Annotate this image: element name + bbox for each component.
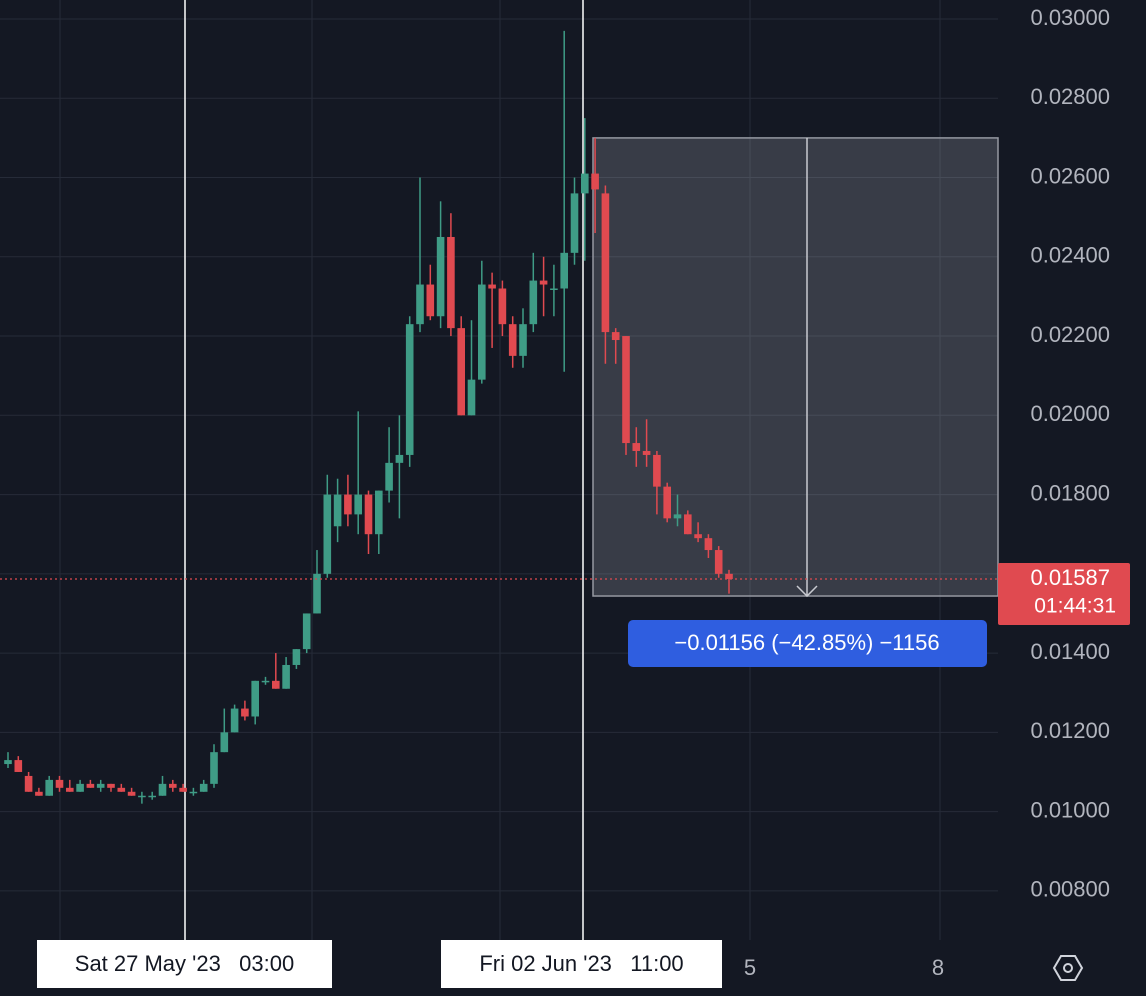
candle-body [694, 534, 702, 539]
candle-body [539, 280, 548, 285]
candle-body [488, 284, 496, 289]
candle-body [642, 450, 651, 455]
x-tick-label: 5 [744, 955, 756, 980]
candle-body [591, 173, 599, 190]
candle-body [395, 454, 404, 463]
candle-body [447, 236, 455, 329]
candle-body [189, 791, 198, 794]
candle-body [508, 324, 517, 356]
candle-body [169, 783, 177, 788]
y-tick-label: 0.01800 [1030, 480, 1110, 505]
candle-body [653, 454, 661, 487]
candle-body [14, 760, 23, 772]
candle-body [4, 760, 12, 765]
candle-body [405, 324, 414, 455]
candle-body [673, 514, 682, 519]
candle-body [570, 193, 579, 253]
candle-body [292, 649, 301, 665]
candle-body [364, 494, 373, 535]
y-tick-label: 0.03000 [1030, 5, 1110, 30]
candle-body [375, 490, 383, 535]
countdown-label: 01:44:31 [1034, 595, 1116, 618]
candle-body [35, 791, 43, 796]
candle-body [272, 680, 280, 689]
candle-body [519, 324, 527, 356]
candle-body [467, 379, 476, 416]
candle-body [302, 613, 311, 650]
candle-body [704, 538, 713, 551]
settings-icon[interactable] [1052, 955, 1084, 981]
measure-label: −0.01156 (−42.85%) −1156 [674, 630, 939, 655]
candle-body [127, 791, 136, 796]
y-tick-label: 0.02600 [1030, 163, 1110, 188]
candle-body [333, 494, 342, 527]
candle-body [148, 795, 156, 798]
candle-body [725, 573, 733, 579]
y-tick-label: 0.01000 [1030, 797, 1110, 822]
settings-icon-dot [1063, 963, 1073, 973]
candle-body [714, 550, 723, 574]
y-tick-label: 0.00800 [1030, 877, 1110, 902]
candle-body [24, 775, 33, 792]
candle-body [199, 783, 208, 792]
candle-body [684, 514, 692, 535]
measure-arrowhead [796, 585, 818, 598]
candle-body [158, 783, 167, 796]
candle-body [230, 708, 239, 733]
candle-body [45, 779, 53, 796]
candle-body [323, 494, 332, 574]
candle-body [220, 732, 229, 753]
candle-body [416, 284, 424, 325]
candle-body [261, 680, 270, 683]
y-tick-label: 0.01400 [1030, 639, 1110, 664]
x-tick-label: 8 [932, 955, 944, 980]
candle-body [601, 193, 610, 333]
candle-body [117, 787, 126, 792]
candle-body [313, 573, 321, 614]
candle-body [622, 336, 630, 444]
crosshair-date-label: Sat 27 May '23 03:00 [37, 940, 332, 988]
candle-body [86, 783, 95, 788]
crosshair-date-label: Fri 02 Jun '23 11:00 [441, 940, 722, 988]
candle-body [478, 284, 486, 380]
candle-body [66, 787, 74, 792]
y-tick-label: 0.01200 [1030, 718, 1110, 743]
candle-body [138, 795, 146, 798]
candle-body [560, 252, 568, 289]
last-price-label: 0.01587 [1030, 565, 1110, 590]
y-tick-label: 0.02200 [1030, 322, 1110, 347]
candle-body [436, 236, 445, 317]
candle-body [251, 680, 259, 717]
candle-body [426, 284, 435, 317]
y-tick-label: 0.02000 [1030, 401, 1110, 426]
candle-body [179, 787, 187, 792]
candle-body [344, 494, 352, 515]
candle-body [241, 708, 249, 717]
last-price-box [998, 562, 1130, 625]
candle-body [210, 752, 218, 784]
candle-body [581, 173, 589, 194]
measure-box [592, 137, 999, 597]
candle-body [457, 328, 465, 416]
candle-body [550, 288, 558, 290]
candle-body [663, 486, 671, 519]
candle-body [385, 462, 393, 491]
candle-body [498, 288, 507, 325]
candle-body [107, 783, 115, 788]
candle-body [354, 494, 362, 515]
candle-body [76, 783, 84, 792]
candle-body [282, 664, 290, 689]
candle-body [632, 443, 641, 451]
candle-body [55, 779, 64, 788]
y-tick-label: 0.02400 [1030, 243, 1110, 268]
candle-body [96, 783, 105, 788]
candle-body [529, 280, 538, 325]
candle-body [611, 332, 620, 341]
measure-label-box [628, 620, 987, 667]
y-tick-label: 0.02800 [1030, 84, 1110, 109]
